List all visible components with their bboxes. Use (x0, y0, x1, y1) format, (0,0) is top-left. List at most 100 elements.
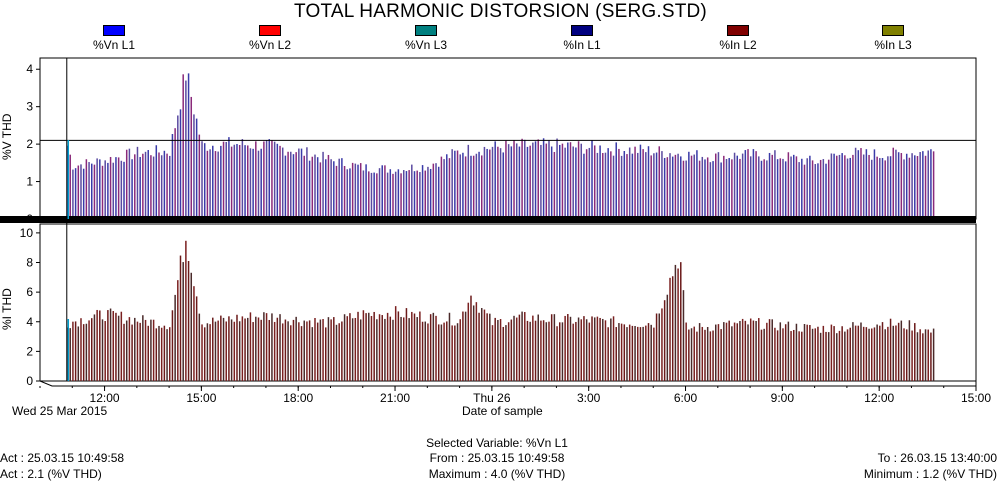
data-bar (424, 170, 427, 219)
data-bar (77, 165, 80, 219)
data-bar (884, 160, 886, 219)
data-bar (408, 318, 410, 381)
legend-item-vn-l3[interactable]: %Vn L3 (376, 25, 476, 52)
data-bar (233, 321, 236, 381)
y-tick-label: 4 (26, 315, 33, 329)
legend-item-vn-l1[interactable]: %Vn L1 (64, 25, 164, 52)
data-bar (515, 143, 518, 219)
data-bar (854, 147, 857, 219)
data-bar (548, 140, 550, 219)
data-bar (801, 331, 803, 381)
data-bar (561, 322, 564, 381)
data-bar (206, 323, 209, 381)
data-bar (857, 150, 860, 219)
data-bar (308, 160, 311, 219)
data-bar (174, 294, 176, 381)
data-bar (93, 314, 96, 381)
data-bar (741, 153, 744, 219)
data-bar (491, 325, 494, 381)
data-bar (647, 146, 650, 219)
data-bar (628, 324, 631, 381)
data-bar (811, 160, 814, 219)
legend-item-in-l2[interactable]: %In L2 (688, 25, 788, 52)
data-bar (690, 328, 693, 381)
data-bar (838, 330, 841, 381)
legend-item-in-l3[interactable]: %In L3 (843, 25, 943, 52)
data-bar (542, 138, 545, 219)
data-bar (327, 317, 330, 381)
data-bar (408, 170, 410, 219)
data-bar (112, 311, 115, 381)
data-bar (349, 168, 351, 219)
panel-separator (0, 216, 976, 223)
data-bar (185, 80, 187, 219)
legend-item-vn-l2[interactable]: %Vn L2 (220, 25, 320, 52)
data-bar (325, 327, 327, 381)
data-bar (583, 316, 585, 381)
data-bar (489, 313, 491, 381)
data-bar (860, 148, 862, 219)
data-bar (895, 149, 897, 219)
data-bar (733, 322, 736, 381)
data-bar (88, 162, 90, 219)
data-bar (300, 326, 303, 381)
x-tick-label: 15:00 (961, 391, 991, 405)
data-bar (637, 326, 639, 381)
data-bar (273, 321, 276, 381)
data-bar (911, 330, 913, 381)
data-bar (362, 170, 365, 219)
data-bar (459, 154, 461, 219)
data-bar (887, 156, 889, 219)
data-bar (354, 317, 357, 381)
data-bar (814, 328, 817, 381)
data-bar (244, 318, 246, 381)
data-bar (499, 148, 502, 219)
data-bar (435, 315, 437, 381)
data-bar (720, 329, 722, 381)
data-bar (376, 173, 378, 219)
y-tick-label: 2 (26, 344, 33, 358)
data-bar (330, 159, 332, 219)
data-bar (187, 260, 190, 381)
data-bar (650, 324, 652, 381)
data-bar (238, 321, 241, 381)
data-bar (193, 286, 195, 381)
data-bar (798, 331, 800, 381)
data-bar (825, 331, 827, 381)
data-bar (717, 324, 720, 381)
data-bar (346, 316, 349, 381)
data-bar (155, 145, 158, 219)
data-bar (897, 152, 900, 219)
data-bar (550, 146, 553, 219)
data-bar (556, 326, 558, 381)
data-bar (510, 146, 513, 219)
data-bar (553, 151, 556, 219)
data-bar (217, 320, 219, 381)
data-bar (825, 163, 827, 219)
data-bar (147, 150, 149, 219)
data-bar (717, 152, 720, 219)
data-bar (709, 162, 712, 219)
legend-item-in-l1[interactable]: %In L1 (532, 25, 632, 52)
data-bar (930, 149, 932, 219)
data-bar (924, 155, 927, 219)
data-bar (634, 325, 636, 381)
data-bar (443, 159, 445, 219)
data-bar (470, 155, 472, 219)
data-bar (351, 162, 354, 219)
data-bar (889, 318, 892, 381)
data-bar (787, 152, 790, 219)
data-bar (82, 324, 85, 381)
x-tick-label: Thu 26 (473, 391, 511, 405)
data-bar (803, 324, 806, 381)
data-bar (612, 155, 615, 219)
data-bar (696, 331, 698, 381)
data-bar (663, 300, 666, 381)
legend-label: %Vn L2 (248, 38, 292, 52)
data-bar (567, 314, 569, 381)
data-bar (276, 143, 279, 219)
data-bar (911, 153, 913, 219)
data-bar (596, 316, 599, 381)
data-bar (136, 146, 139, 219)
